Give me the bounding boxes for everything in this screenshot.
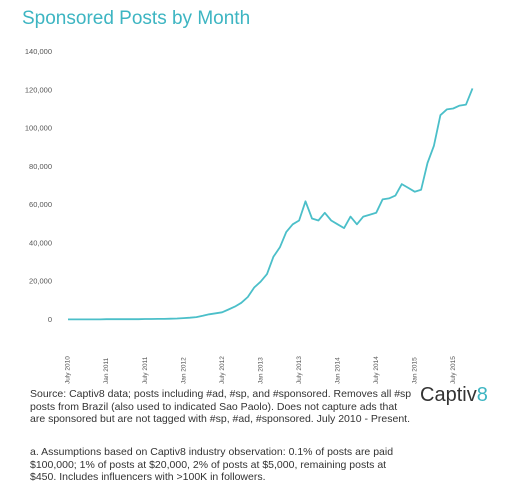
source-note: Source: Captiv8 data; posts including #a… — [30, 388, 412, 425]
x-tick-label: July 2013 — [296, 356, 303, 384]
x-tick-label: Jan 2015 — [411, 357, 418, 384]
chart-title: Sponsored Posts by Month — [22, 8, 250, 29]
x-tick-label: July 2010 — [65, 356, 72, 384]
y-tick-label: 140,000 — [25, 47, 52, 56]
y-tick-label: 100,000 — [25, 124, 52, 133]
y-tick-label: 40,000 — [29, 238, 52, 247]
y-tick-label: 60,000 — [29, 200, 52, 209]
x-tick-label: Jan 2011 — [103, 357, 110, 384]
footnote: a. Assumptions based on Captiv8 industry… — [30, 446, 394, 483]
x-tick-label: July 2012 — [219, 356, 226, 384]
y-tick-label: 120,000 — [25, 85, 52, 94]
y-tick-label: 20,000 — [29, 277, 52, 286]
x-tick-label: July 2011 — [142, 356, 149, 384]
x-tick-label: July 2015 — [450, 356, 457, 384]
logo-text: Captiv — [420, 384, 477, 406]
logo-accent: 8 — [476, 384, 488, 406]
x-tick-label: July 2014 — [373, 356, 380, 384]
logo: Captiv8 — [420, 384, 488, 407]
data-line — [68, 88, 474, 321]
y-tick-label: 80,000 — [29, 162, 52, 171]
x-tick-label: Jan 2014 — [334, 357, 341, 384]
y-tick-label: 0 — [48, 315, 52, 324]
x-tick-label: Jan 2012 — [180, 357, 187, 384]
x-tick-label: Jan 2013 — [257, 357, 264, 384]
